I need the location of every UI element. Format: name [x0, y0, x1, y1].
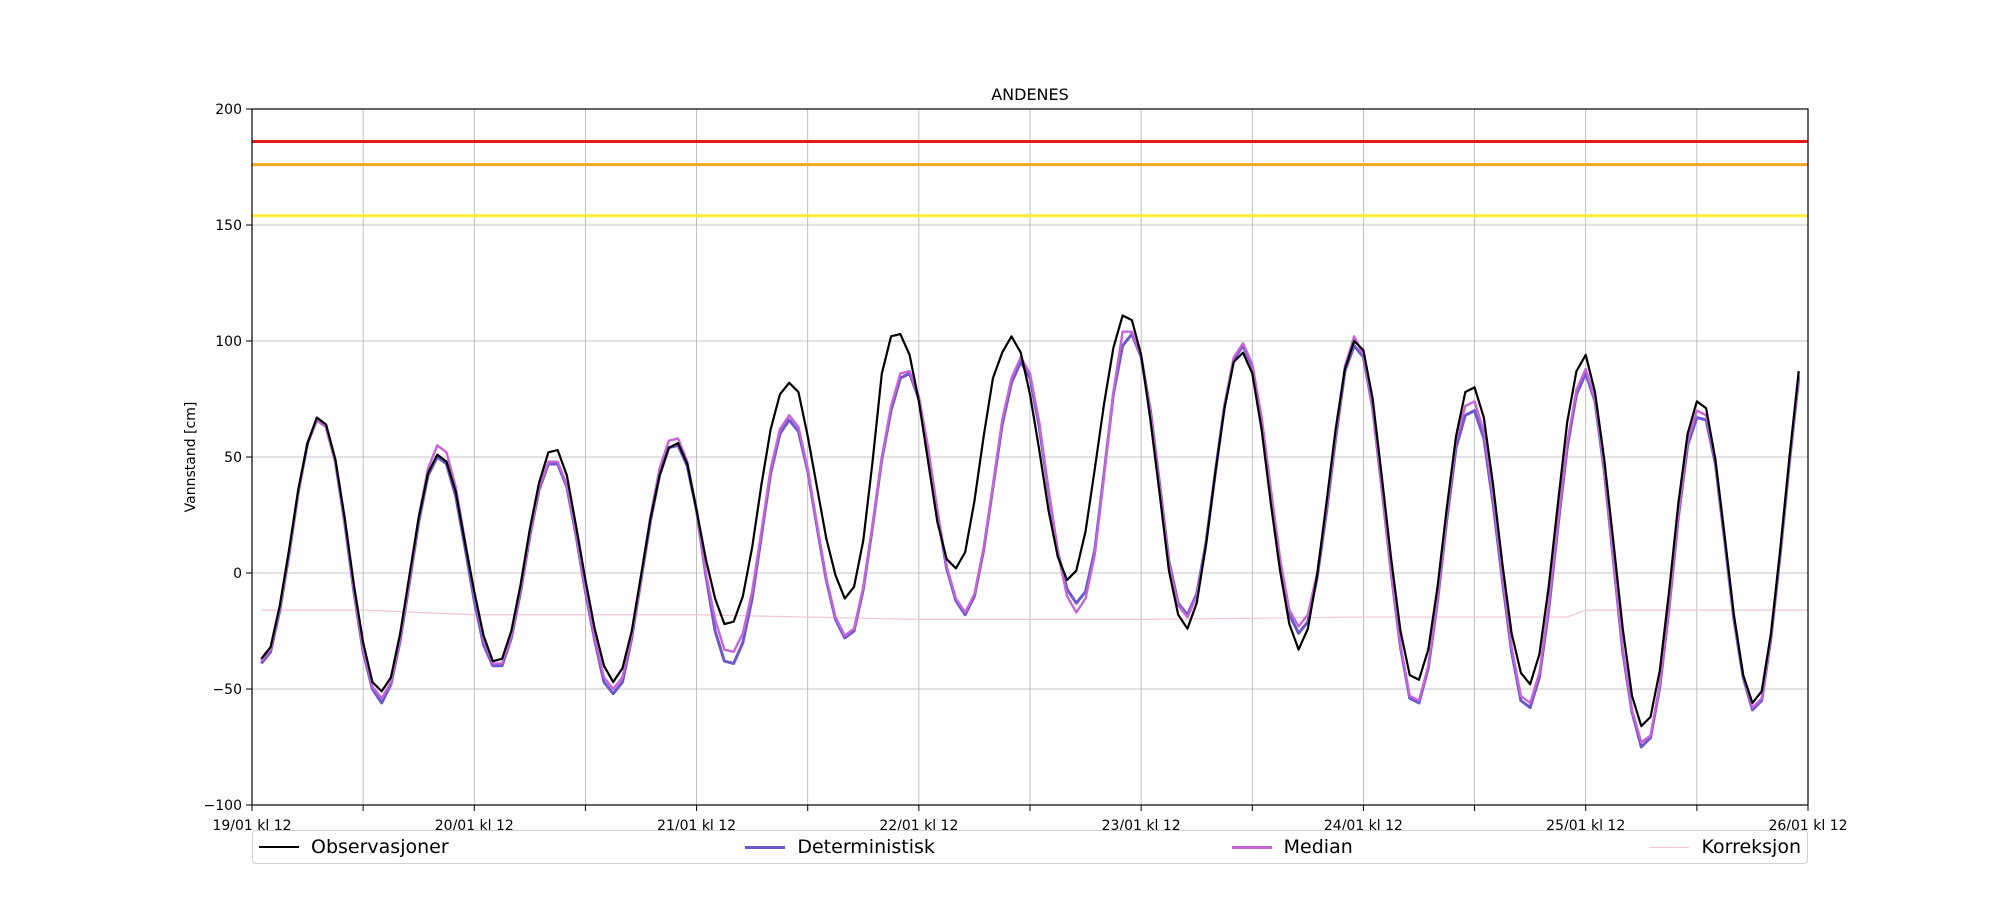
legend-swatch-median — [1231, 845, 1272, 849]
legend-item-korreksjon: Korreksjon — [1649, 836, 1801, 858]
y-tick-label: 100 — [215, 334, 242, 350]
y-tick-label: 50 — [224, 450, 242, 466]
legend-item-deterministisk: Deterministisk — [745, 836, 935, 858]
y-tick-label: 200 — [215, 102, 242, 118]
threshold-lines — [252, 139, 1808, 218]
grid-lines — [251, 108, 1809, 806]
legend-item-median: Median — [1231, 836, 1353, 858]
legend-swatch-observasjoner — [259, 846, 299, 848]
y-tick-label: −100 — [204, 798, 242, 814]
chart-title: ANDENES — [991, 85, 1069, 104]
series-line-observasjoner — [260, 314, 1800, 728]
y-axis-label: Vannstand [cm] — [183, 402, 199, 513]
series-lines — [260, 314, 1808, 749]
legend-label: Deterministisk — [797, 836, 935, 858]
series-line-korreksjon — [261, 609, 1808, 620]
legend-label: Korreksjon — [1701, 836, 1801, 858]
legend-item-observasjoner: Observasjoner — [259, 836, 449, 858]
y-tick-label: 150 — [215, 218, 242, 234]
y-tick-label: −50 — [212, 682, 242, 698]
legend-label: Median — [1283, 836, 1353, 858]
legend: Observasjoner Deterministisk Median Korr… — [252, 830, 1808, 864]
legend-label: Observasjoner — [311, 836, 449, 858]
y-tick-label: 0 — [233, 566, 242, 582]
legend-swatch-deterministisk — [745, 845, 786, 849]
legend-swatch-korreksjon — [1649, 846, 1690, 848]
